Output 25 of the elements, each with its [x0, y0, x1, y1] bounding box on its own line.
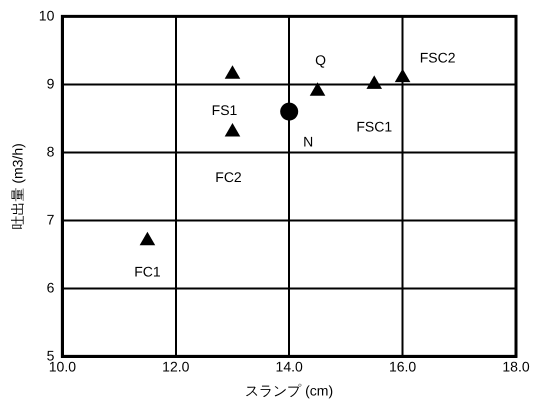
annotation: Q [315, 52, 326, 68]
annotation: FC1 [134, 264, 161, 280]
x-tick-label: 14.0 [276, 358, 304, 375]
annotation: FC2 [215, 168, 242, 185]
y-tick-label: 6 [46, 279, 55, 296]
x-axis-title: スランプ (cm) [245, 382, 334, 398]
y-tick-label: 5 [46, 347, 55, 364]
x-tick-label: 16.0 [388, 358, 416, 375]
point [224, 123, 240, 136]
point [394, 68, 410, 82]
annotation: FSC1 [356, 118, 392, 134]
annotation: FS1 [212, 102, 238, 118]
annotation: FSC2 [420, 49, 456, 66]
y-tick-label: 10 [38, 7, 55, 24]
y-tick-label: 9 [46, 75, 55, 92]
point [310, 82, 326, 96]
y-tick-label: 7 [46, 211, 55, 228]
y-tick-label: 8 [46, 143, 55, 160]
annotation: N [303, 133, 314, 150]
point [140, 232, 156, 246]
x-tick-label: 18.0 [502, 358, 530, 375]
point [224, 65, 240, 79]
x-tick-label: 12.0 [162, 358, 190, 375]
point [366, 75, 382, 89]
y-axis-title: 吐出量 (m3/h) [9, 143, 26, 230]
